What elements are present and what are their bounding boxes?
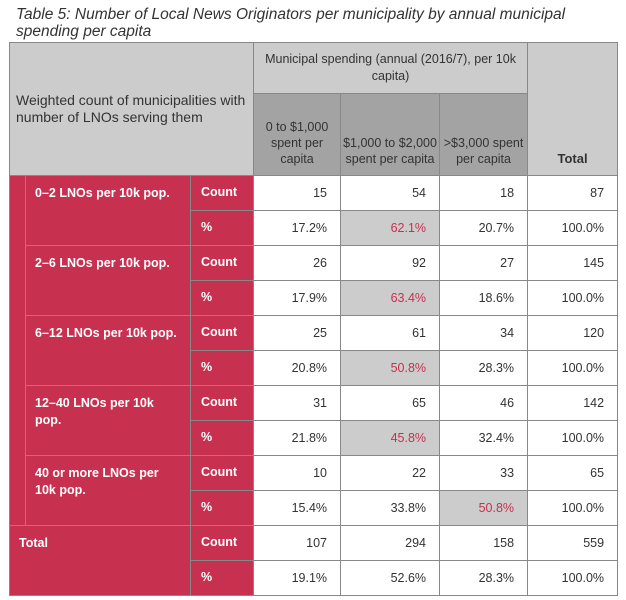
table-row: 0–2 LNOs per 10k pop. Count 15 54 18 87 xyxy=(9,175,619,526)
count-value: 294 xyxy=(340,525,441,561)
count-value: 25 xyxy=(253,315,342,351)
table-row: % 20.8% 50.8% 28.3% 100.0% xyxy=(10,350,619,386)
count-value: 54 xyxy=(340,175,441,211)
highlighted-percent-value: 63.4% xyxy=(340,280,441,316)
percent-value: 21.8% xyxy=(253,420,342,456)
total-row: Total Count 107 294 158 559 xyxy=(9,525,619,596)
highlighted-percent-value: 45.8% xyxy=(340,420,441,456)
count-value: 15 xyxy=(253,175,342,211)
count-value: 27 xyxy=(439,245,529,281)
count-value: 559 xyxy=(527,525,619,561)
count-label: Count xyxy=(189,175,255,211)
percent-value: 15.4% xyxy=(253,490,342,526)
count-value: 120 xyxy=(527,315,619,351)
row-group-label: 6–12 LNOs per 10k pop. xyxy=(25,315,191,386)
table-row: % 17.9% 63.4% 18.6% 100.0% xyxy=(10,280,619,316)
count-value: 142 xyxy=(527,385,619,421)
percent-label: % xyxy=(189,560,255,596)
count-value: 34 xyxy=(439,315,529,351)
count-value: 10 xyxy=(253,455,342,491)
percent-value: 18.6% xyxy=(439,280,529,316)
count-value: 18 xyxy=(439,175,529,211)
percent-value: 17.2% xyxy=(253,210,342,246)
count-value: 107 xyxy=(253,525,342,561)
percent-value: 100.0% xyxy=(527,560,619,596)
count-value: 46 xyxy=(439,385,529,421)
total-row: % 19.1% 52.6% 28.3% 100.0% xyxy=(10,560,619,596)
count-value: 158 xyxy=(439,525,529,561)
column-header: 0 to $1,000 spent per capita xyxy=(253,93,342,176)
count-value: 61 xyxy=(340,315,441,351)
table-row: % 21.8% 45.8% 32.4% 100.0% xyxy=(10,420,619,456)
stub-header: Weighted count of municipalities with nu… xyxy=(8,42,255,176)
total-header: Total xyxy=(527,42,619,176)
row-group-edge xyxy=(9,175,26,526)
count-label: Count xyxy=(189,455,255,491)
row-group-label: 12–40 LNOs per 10k pop. xyxy=(25,385,191,456)
count-value: 65 xyxy=(527,455,619,491)
count-value: 87 xyxy=(527,175,619,211)
percent-label: % xyxy=(189,280,255,316)
percent-value: 100.0% xyxy=(527,210,619,246)
table-caption: Table 5: Number of Local News Originator… xyxy=(16,6,566,40)
percent-value: 28.3% xyxy=(439,350,529,386)
total-row-label: Total xyxy=(9,525,191,596)
percent-value: 33.8% xyxy=(340,490,441,526)
percent-label: % xyxy=(189,350,255,386)
row-group-label: 40 or more LNOs per 10k pop. xyxy=(25,455,191,526)
percent-label: % xyxy=(189,490,255,526)
count-label: Count xyxy=(189,385,255,421)
percent-value: 19.1% xyxy=(253,560,342,596)
count-value: 145 xyxy=(527,245,619,281)
percent-label: % xyxy=(189,210,255,246)
percent-value: 100.0% xyxy=(527,350,619,386)
percent-value: 100.0% xyxy=(527,490,619,526)
highlighted-percent-value: 62.1% xyxy=(340,210,441,246)
count-value: 31 xyxy=(253,385,342,421)
table-row: % 17.2% 62.1% 20.7% 100.0% xyxy=(10,210,619,246)
table-row: 12–40 LNOs per 10k pop. Count 31 65 46 142 xyxy=(10,385,619,456)
count-value: 26 xyxy=(253,245,342,281)
table-row: % 15.4% 33.8% 50.8% 100.0% xyxy=(10,490,619,526)
percent-value: 20.7% xyxy=(439,210,529,246)
column-header: $1,000 to $2,000 spent per capita xyxy=(340,93,441,176)
spending-span-header: Municipal spending (annual (2016/7), per… xyxy=(253,42,529,94)
row-group-label: 0–2 LNOs per 10k pop. xyxy=(25,175,191,246)
lno-spending-table: Weighted count of municipalities with nu… xyxy=(8,42,619,596)
highlighted-percent-value: 50.8% xyxy=(340,350,441,386)
percent-value: 100.0% xyxy=(527,280,619,316)
percent-value: 32.4% xyxy=(439,420,529,456)
highlighted-percent-value: 50.8% xyxy=(439,490,529,526)
percent-value: 17.9% xyxy=(253,280,342,316)
percent-value: 52.6% xyxy=(340,560,441,596)
count-label: Count xyxy=(189,245,255,281)
percent-value: 100.0% xyxy=(527,420,619,456)
count-value: 33 xyxy=(439,455,529,491)
count-value: 65 xyxy=(340,385,441,421)
table-row: 6–12 LNOs per 10k pop. Count 25 61 34 120 xyxy=(10,315,619,386)
count-label: Count xyxy=(189,525,255,561)
count-label: Count xyxy=(189,315,255,351)
count-value: 92 xyxy=(340,245,441,281)
row-group-label: 2–6 LNOs per 10k pop. xyxy=(25,245,191,316)
table-row: 40 or more LNOs per 10k pop. Count 10 22 33 6… xyxy=(10,455,619,526)
percent-value: 28.3% xyxy=(439,560,529,596)
percent-label: % xyxy=(189,420,255,456)
count-value: 22 xyxy=(340,455,441,491)
table-row: 2–6 LNOs per 10k pop. Count 26 92 27 145 xyxy=(10,245,619,316)
percent-value: 20.8% xyxy=(253,350,342,386)
column-header: >$3,000 spent per capita xyxy=(439,93,529,176)
